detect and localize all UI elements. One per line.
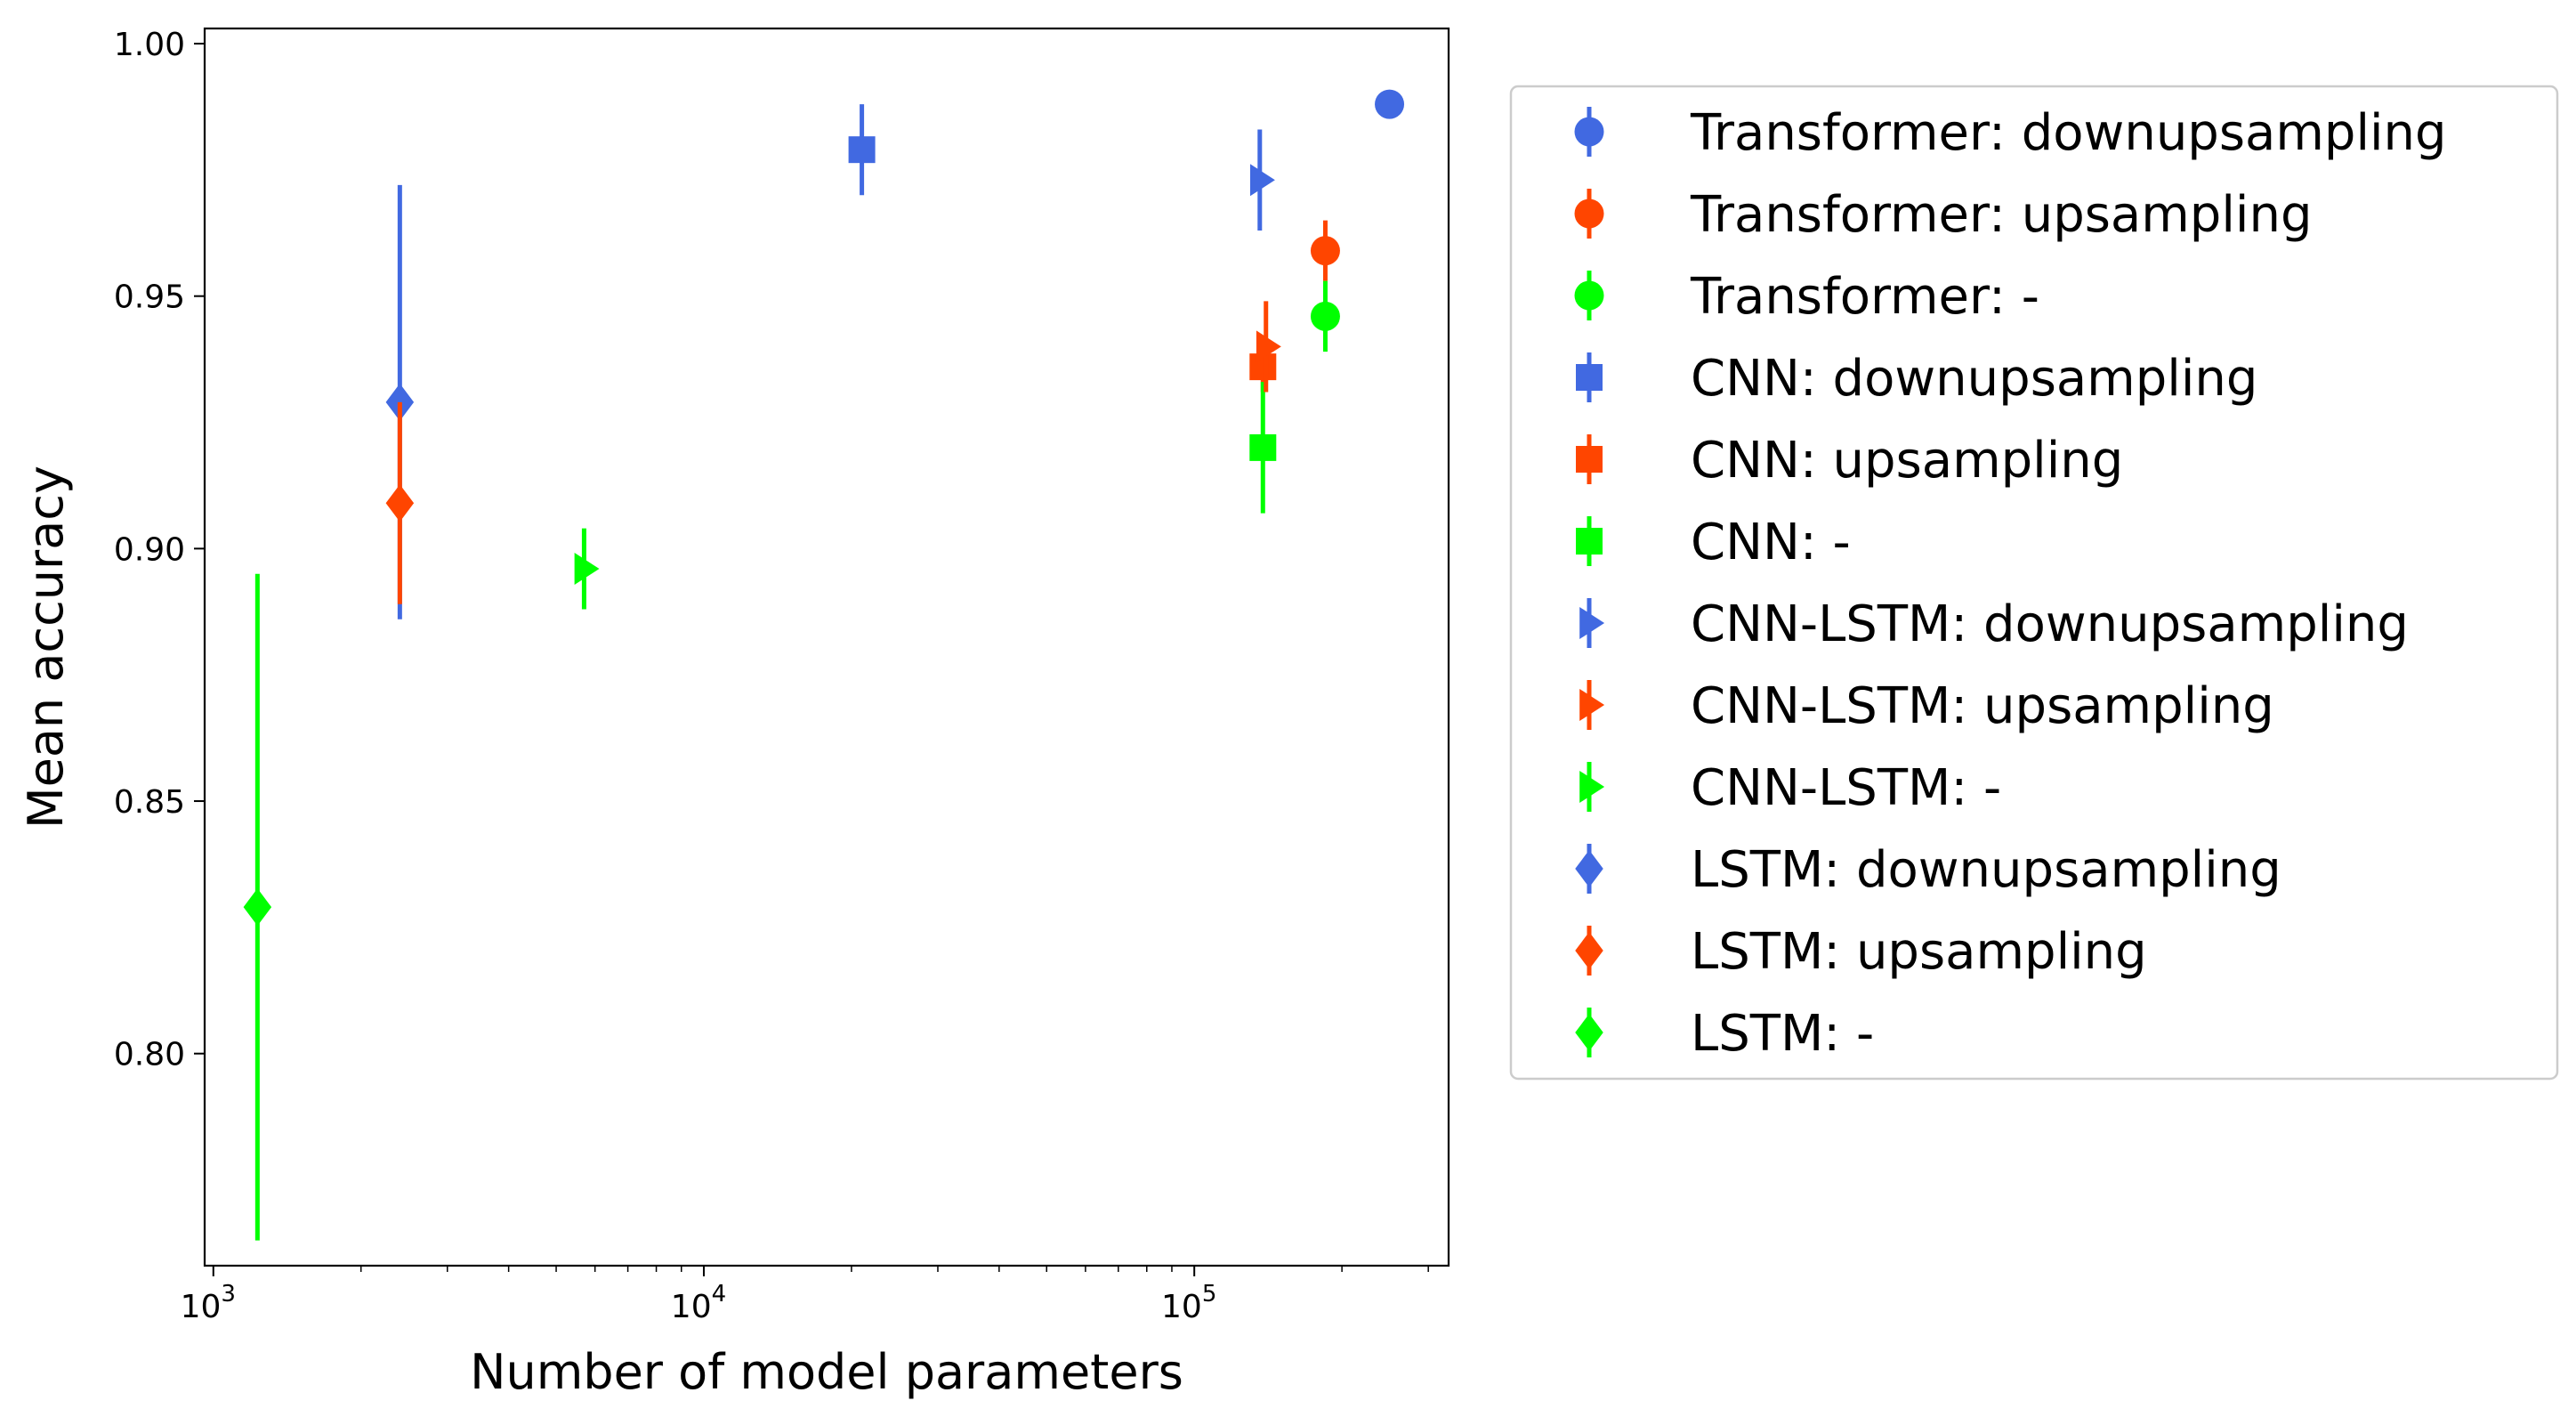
data-series <box>1375 89 1405 119</box>
plot-area <box>243 89 1405 1241</box>
data-series <box>574 528 600 610</box>
data-point <box>1310 236 1340 266</box>
legend-label: LSTM: upsampling <box>1691 923 2147 981</box>
legend-marker-icon <box>1574 198 1604 229</box>
x-tick-label: 105 <box>1161 1281 1216 1325</box>
legend-marker-icon <box>1576 528 1603 555</box>
legend-label: Transformer: downupsampling <box>1690 104 2447 162</box>
y-tick-label: 0.95 <box>114 279 185 316</box>
axes-frame <box>203 27 1450 1267</box>
legend-label: Transformer: - <box>1690 268 2039 326</box>
legend-label: CNN: - <box>1691 514 1851 571</box>
data-series <box>1310 220 1340 281</box>
x-tick-exponent: 4 <box>712 1281 727 1308</box>
data-series <box>1310 280 1340 352</box>
legend-entry: LSTM: downupsampling <box>1575 841 2281 899</box>
y-tick-label: 0.85 <box>114 784 185 821</box>
x-tick-exponent: 3 <box>221 1281 236 1308</box>
x-tick-exponent: 5 <box>1202 1281 1217 1308</box>
data-point <box>385 484 415 522</box>
data-series <box>1249 382 1277 514</box>
data-point <box>1375 89 1405 119</box>
legend-marker-icon <box>1579 689 1605 721</box>
legend-entry: Transformer: upsampling <box>1574 186 2313 244</box>
legend-label: CNN-LSTM: upsampling <box>1691 677 2274 735</box>
legend-entry: CNN: - <box>1576 514 1851 571</box>
y-axis-label: Mean accuracy <box>18 466 74 829</box>
legend-label: CNN: downupsampling <box>1691 350 2257 408</box>
legend-entry: LSTM: upsampling <box>1575 923 2147 981</box>
x-axis: 103 104 105 <box>181 1266 1429 1325</box>
legend-marker-icon <box>1575 850 1603 887</box>
legend-marker-icon <box>1576 364 1603 391</box>
legend-entry: Transformer: downupsampling <box>1574 104 2447 162</box>
legend-marker-icon <box>1574 117 1604 147</box>
data-point <box>1249 164 1275 197</box>
x-tick-label: 104 <box>671 1281 726 1325</box>
legend: Transformer: downupsampling Transformer: … <box>1509 85 2559 1081</box>
y-tick-label: 0.90 <box>114 531 185 568</box>
legend-entry: CNN: downupsampling <box>1576 350 2257 408</box>
legend-entry: CNN: upsampling <box>1576 432 2123 490</box>
data-point <box>1249 433 1277 461</box>
data-series <box>848 104 876 196</box>
x-tick-label: 103 <box>181 1281 236 1325</box>
data-series <box>1249 129 1275 231</box>
legend-entry: LSTM: - <box>1575 1005 1874 1063</box>
legend-marker-icon <box>1576 446 1603 473</box>
legend-label: CNN: upsampling <box>1691 432 2123 490</box>
legend-box <box>1509 85 2559 1081</box>
legend-entry: Transformer: - <box>1574 268 2039 326</box>
legend-label: Transformer: upsampling <box>1690 186 2313 244</box>
data-point <box>848 136 876 164</box>
legend-label: LSTM: downupsampling <box>1691 841 2281 899</box>
x-axis-label: Number of model parameters <box>470 1344 1183 1400</box>
data-series <box>243 573 272 1241</box>
y-axis: 0.80 0.85 0.90 0.95 1.00 <box>114 27 205 1073</box>
legend-label: CNN-LSTM: downupsampling <box>1691 595 2409 653</box>
legend-entry: CNN-LSTM: upsampling <box>1579 677 2274 735</box>
data-point <box>1256 330 1281 363</box>
legend-marker-icon <box>1579 771 1605 803</box>
legend-marker-icon <box>1575 932 1603 969</box>
data-point <box>1310 301 1340 331</box>
legend-entry: CNN-LSTM: downupsampling <box>1579 595 2409 653</box>
legend-label: CNN-LSTM: - <box>1691 759 2001 817</box>
data-point <box>574 553 600 586</box>
legend-entry: CNN-LSTM: - <box>1579 759 2001 817</box>
data-point <box>243 888 272 927</box>
legend-marker-icon <box>1579 607 1605 639</box>
legend-marker-icon <box>1574 280 1604 311</box>
legend-marker-icon <box>1575 1014 1603 1051</box>
data-series <box>385 401 415 604</box>
legend-label: LSTM: - <box>1691 1005 1874 1063</box>
y-tick-label: 1.00 <box>114 27 185 63</box>
y-tick-label: 0.80 <box>114 1037 185 1073</box>
data-series <box>1256 301 1281 393</box>
